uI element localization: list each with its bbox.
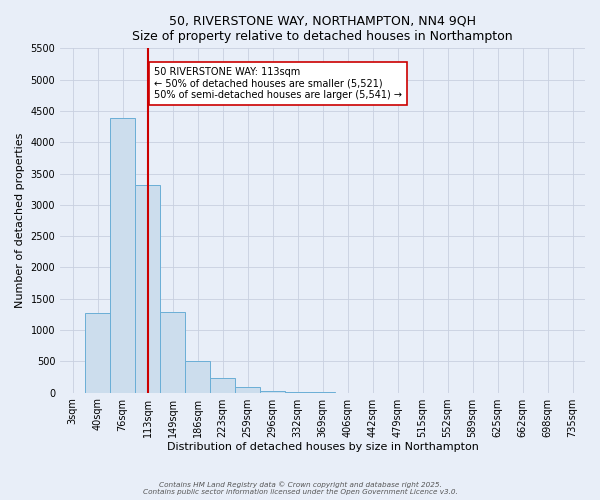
X-axis label: Distribution of detached houses by size in Northampton: Distribution of detached houses by size … <box>167 442 479 452</box>
Text: Contains HM Land Registry data © Crown copyright and database right 2025.
Contai: Contains HM Land Registry data © Crown c… <box>143 481 457 495</box>
Bar <box>135 186 160 392</box>
Bar <box>210 378 235 392</box>
Bar <box>185 362 210 392</box>
Title: 50, RIVERSTONE WAY, NORTHAMPTON, NN4 9QH
Size of property relative to detached h: 50, RIVERSTONE WAY, NORTHAMPTON, NN4 9QH… <box>132 15 513 43</box>
Bar <box>235 388 260 392</box>
Y-axis label: Number of detached properties: Number of detached properties <box>15 133 25 308</box>
Text: 50 RIVERSTONE WAY: 113sqm
← 50% of detached houses are smaller (5,521)
50% of se: 50 RIVERSTONE WAY: 113sqm ← 50% of detac… <box>154 67 402 100</box>
Bar <box>110 118 135 392</box>
Bar <box>260 390 285 392</box>
Bar <box>160 312 185 392</box>
Bar <box>85 313 110 392</box>
